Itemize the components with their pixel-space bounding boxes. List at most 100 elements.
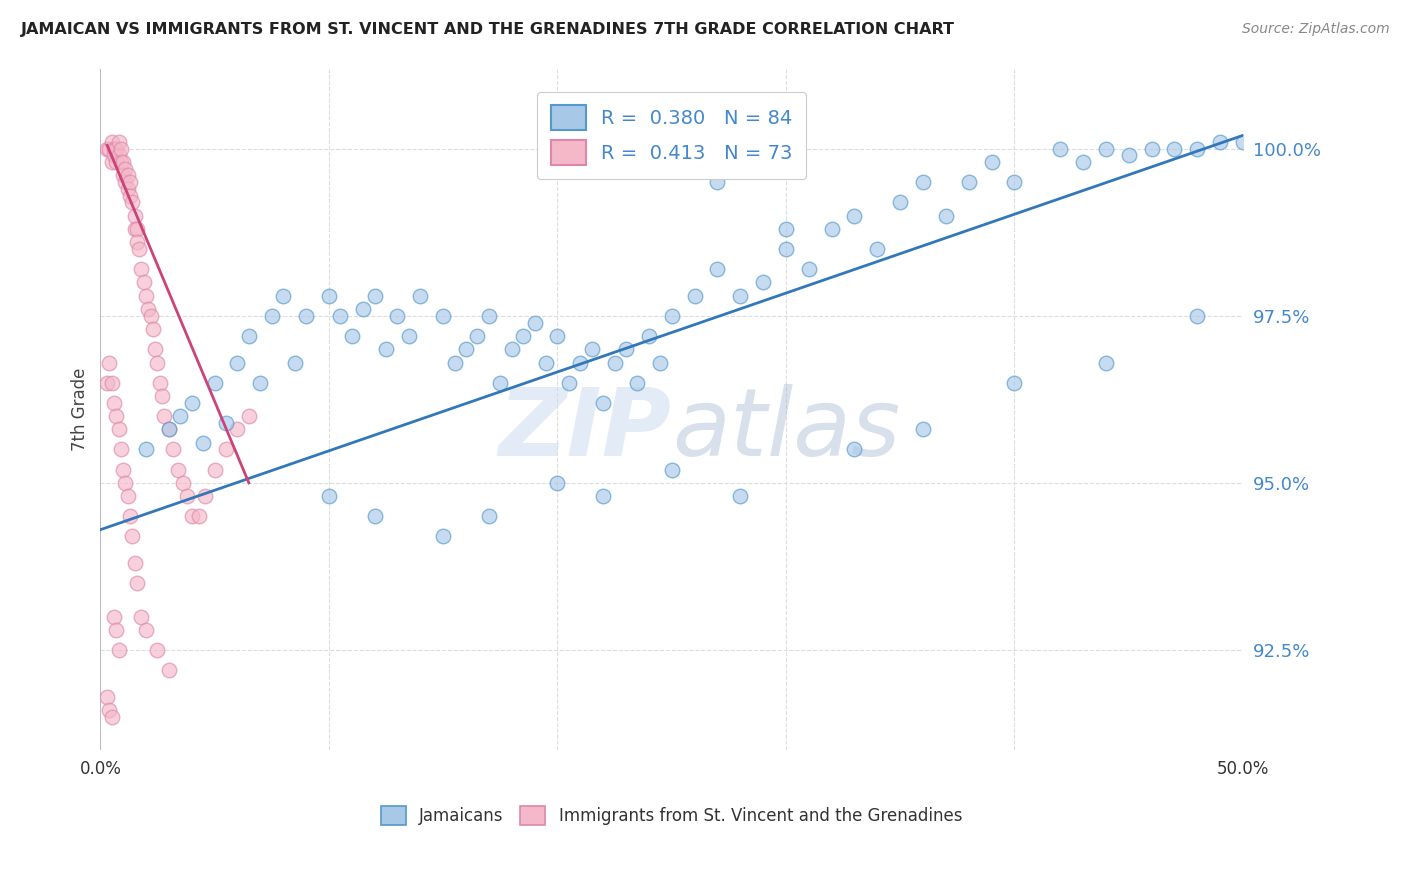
Point [105, 409, 128, 423]
Point [1004, 175, 1026, 189]
Point [103, 609, 125, 624]
Point [1095, 356, 1118, 370]
Point [592, 395, 614, 409]
Point [706, 175, 728, 189]
Point [295, 309, 318, 323]
Point [180, 395, 202, 409]
Point [409, 289, 432, 303]
Point [176, 489, 198, 503]
Point [131, 262, 153, 277]
Point [117, 169, 139, 183]
Point [105, 155, 128, 169]
Point [866, 242, 889, 256]
Point [96, 142, 118, 156]
Point [167, 462, 190, 476]
Point [180, 509, 202, 524]
Point [103, 395, 125, 409]
Point [1187, 309, 1209, 323]
Point [135, 289, 157, 303]
Point [534, 356, 557, 370]
Point [844, 442, 866, 457]
Point [318, 289, 340, 303]
Point [523, 316, 546, 330]
Point [363, 289, 385, 303]
Point [121, 195, 143, 210]
Point [135, 623, 157, 637]
Point [569, 356, 592, 370]
Point [1118, 148, 1140, 162]
Point [581, 343, 603, 357]
Point [775, 222, 797, 236]
Point [614, 343, 637, 357]
Point [121, 529, 143, 543]
Y-axis label: 7th Grade: 7th Grade [72, 368, 89, 451]
Point [101, 155, 124, 169]
Point [661, 309, 683, 323]
Point [107, 422, 129, 436]
Point [489, 376, 512, 390]
Point [432, 529, 454, 543]
Point [204, 462, 226, 476]
Point [352, 302, 374, 317]
Point [169, 409, 191, 423]
Point [387, 309, 409, 323]
Point [124, 556, 146, 570]
Point [117, 182, 139, 196]
Point [114, 175, 136, 189]
Point [1163, 142, 1185, 156]
Point [650, 356, 672, 370]
Point [1140, 142, 1163, 156]
Point [432, 309, 454, 323]
Point [103, 148, 125, 162]
Point [260, 309, 283, 323]
Legend: Jamaicans, Immigrants from St. Vincent and the Grenadines: Jamaicans, Immigrants from St. Vincent a… [374, 799, 969, 832]
Point [124, 222, 146, 236]
Point [226, 356, 249, 370]
Point [135, 442, 157, 457]
Point [114, 475, 136, 490]
Point [215, 416, 238, 430]
Point [603, 356, 626, 370]
Point [153, 409, 176, 423]
Point [501, 343, 523, 357]
Point [107, 643, 129, 657]
Point [125, 222, 148, 236]
Point [157, 422, 180, 436]
Point [150, 389, 173, 403]
Point [112, 155, 135, 169]
Point [340, 329, 363, 343]
Point [957, 175, 980, 189]
Point [187, 509, 209, 524]
Point [132, 276, 155, 290]
Point [1232, 135, 1254, 149]
Point [546, 329, 568, 343]
Point [363, 509, 385, 524]
Point [105, 623, 128, 637]
Point [162, 442, 184, 457]
Point [112, 169, 135, 183]
Point [96, 690, 118, 704]
Point [124, 209, 146, 223]
Point [125, 235, 148, 250]
Point [157, 663, 180, 677]
Text: JAMAICAN VS IMMIGRANTS FROM ST. VINCENT AND THE GRENADINES 7TH GRADE CORRELATION: JAMAICAN VS IMMIGRANTS FROM ST. VINCENT … [21, 22, 955, 37]
Point [443, 356, 465, 370]
Point [912, 175, 935, 189]
Point [193, 435, 215, 450]
Point [797, 262, 820, 277]
Point [398, 329, 420, 343]
Point [101, 376, 124, 390]
Point [1071, 155, 1094, 169]
Point [546, 475, 568, 490]
Point [110, 442, 132, 457]
Point [110, 142, 132, 156]
Point [752, 276, 775, 290]
Point [120, 188, 142, 202]
Point [112, 462, 135, 476]
Point [249, 376, 271, 390]
Point [912, 422, 935, 436]
Point [706, 262, 728, 277]
Point [238, 409, 260, 423]
Point [131, 609, 153, 624]
Point [114, 161, 136, 176]
